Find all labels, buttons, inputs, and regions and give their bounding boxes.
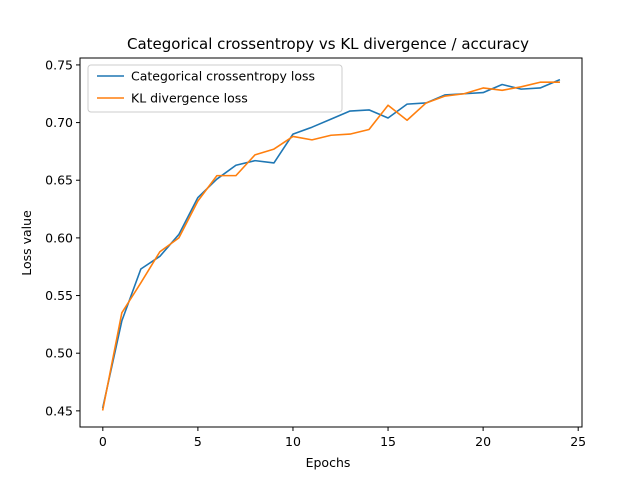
series-line-1 <box>101 81 560 411</box>
axes: 0 5 10 15 20 25 0.45 0.50 0.55 0.60 0.65 0.70 0.75 <box>45 57 586 449</box>
y-tick-label: 0.70 <box>45 115 73 130</box>
legend: Categorical crossentropy loss KL divergen… <box>87 64 343 113</box>
x-axis-title: Epochs <box>306 455 351 470</box>
legend-label-1: KL divergence loss <box>131 91 248 106</box>
y-tick-label: 0.55 <box>45 288 73 303</box>
x-tick-label: 15 <box>380 434 396 449</box>
x-tick-label: 20 <box>475 434 491 449</box>
y-tick-label: 0.45 <box>45 403 73 418</box>
x-tick-label: 0 <box>99 434 107 449</box>
x-tick-label: 5 <box>194 434 202 449</box>
y-axis-title: Loss value <box>19 210 34 276</box>
x-tick-label: 25 <box>570 434 586 449</box>
plot-area <box>101 78 561 411</box>
y-tick-label: 0.65 <box>45 173 73 188</box>
legend-label-0: Categorical crossentropy loss <box>131 69 315 84</box>
chart-title: Categorical crossentropy vs KL divergenc… <box>127 35 529 53</box>
y-tick-label: 0.50 <box>45 346 73 361</box>
y-tick-label: 0.75 <box>45 57 73 72</box>
series-line-0 <box>101 78 561 409</box>
y-tick-label: 0.60 <box>45 230 73 245</box>
axes-frame <box>79 57 583 428</box>
legend-box <box>87 64 343 113</box>
x-tick-label: 10 <box>285 434 301 449</box>
